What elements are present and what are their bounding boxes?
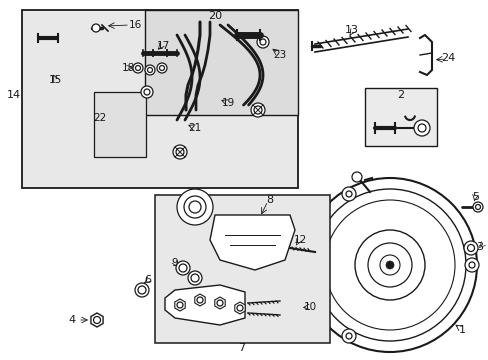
Bar	[145, 10, 297, 115]
Text: 9: 9	[171, 258, 178, 268]
Polygon shape	[214, 297, 225, 309]
Circle shape	[379, 255, 399, 275]
Circle shape	[141, 86, 153, 98]
Text: 19: 19	[221, 98, 234, 108]
Text: 21: 21	[188, 123, 201, 133]
Bar	[22, 10, 297, 188]
Text: 1: 1	[458, 325, 465, 335]
Circle shape	[260, 39, 265, 45]
Text: 24: 24	[440, 53, 454, 63]
Text: 14: 14	[7, 90, 21, 100]
Circle shape	[176, 148, 183, 156]
Text: 5: 5	[471, 192, 479, 202]
Text: 7: 7	[238, 343, 245, 353]
Circle shape	[145, 65, 155, 75]
Circle shape	[341, 329, 355, 343]
Circle shape	[93, 316, 101, 324]
Circle shape	[313, 189, 465, 341]
Circle shape	[138, 286, 146, 294]
Circle shape	[354, 230, 424, 300]
Circle shape	[189, 201, 201, 213]
Circle shape	[183, 196, 205, 218]
Text: 18: 18	[121, 63, 134, 73]
Circle shape	[325, 200, 454, 330]
Text: 15: 15	[48, 75, 61, 85]
Circle shape	[177, 189, 213, 225]
Circle shape	[179, 264, 186, 272]
Circle shape	[143, 89, 150, 95]
Text: 17: 17	[156, 41, 169, 51]
Circle shape	[176, 261, 190, 275]
Circle shape	[217, 300, 223, 306]
Text: 4: 4	[68, 315, 76, 325]
Circle shape	[253, 106, 262, 114]
Text: 23: 23	[273, 50, 286, 60]
Text: 6: 6	[144, 275, 151, 285]
Polygon shape	[194, 294, 205, 306]
Circle shape	[197, 297, 203, 303]
Circle shape	[191, 274, 199, 282]
Circle shape	[135, 66, 140, 71]
Circle shape	[257, 36, 268, 48]
Bar	[364, 88, 436, 146]
Polygon shape	[164, 285, 244, 325]
Circle shape	[472, 202, 482, 212]
Circle shape	[341, 187, 355, 201]
Circle shape	[463, 241, 477, 255]
Text: 11: 11	[188, 195, 201, 205]
Bar	[155, 195, 329, 343]
Polygon shape	[209, 215, 294, 270]
Circle shape	[157, 63, 167, 73]
Circle shape	[135, 283, 149, 297]
Circle shape	[351, 172, 361, 182]
Circle shape	[346, 191, 351, 197]
Circle shape	[474, 204, 480, 210]
Text: 3: 3	[475, 242, 483, 252]
Circle shape	[159, 66, 164, 71]
Circle shape	[187, 271, 202, 285]
Circle shape	[367, 243, 411, 287]
Circle shape	[177, 302, 183, 308]
Text: 20: 20	[207, 11, 222, 21]
Circle shape	[346, 333, 351, 339]
Circle shape	[385, 261, 393, 269]
Circle shape	[173, 145, 186, 159]
Text: 13: 13	[345, 25, 358, 35]
Circle shape	[92, 24, 100, 32]
Circle shape	[417, 124, 425, 132]
Circle shape	[413, 120, 429, 136]
Text: 10: 10	[303, 302, 316, 312]
Circle shape	[468, 262, 474, 268]
Circle shape	[133, 63, 142, 73]
Polygon shape	[91, 313, 103, 327]
Polygon shape	[234, 302, 244, 314]
Circle shape	[467, 244, 473, 252]
Text: 12: 12	[293, 235, 306, 245]
Circle shape	[237, 305, 243, 311]
Text: 16: 16	[128, 20, 142, 30]
Circle shape	[147, 68, 152, 72]
Circle shape	[464, 258, 478, 272]
Bar	[94, 92, 146, 157]
Text: 22: 22	[93, 113, 106, 123]
Circle shape	[303, 178, 476, 352]
Polygon shape	[174, 299, 185, 311]
Text: 2: 2	[397, 90, 404, 100]
Text: 8: 8	[266, 195, 273, 205]
Circle shape	[250, 103, 264, 117]
